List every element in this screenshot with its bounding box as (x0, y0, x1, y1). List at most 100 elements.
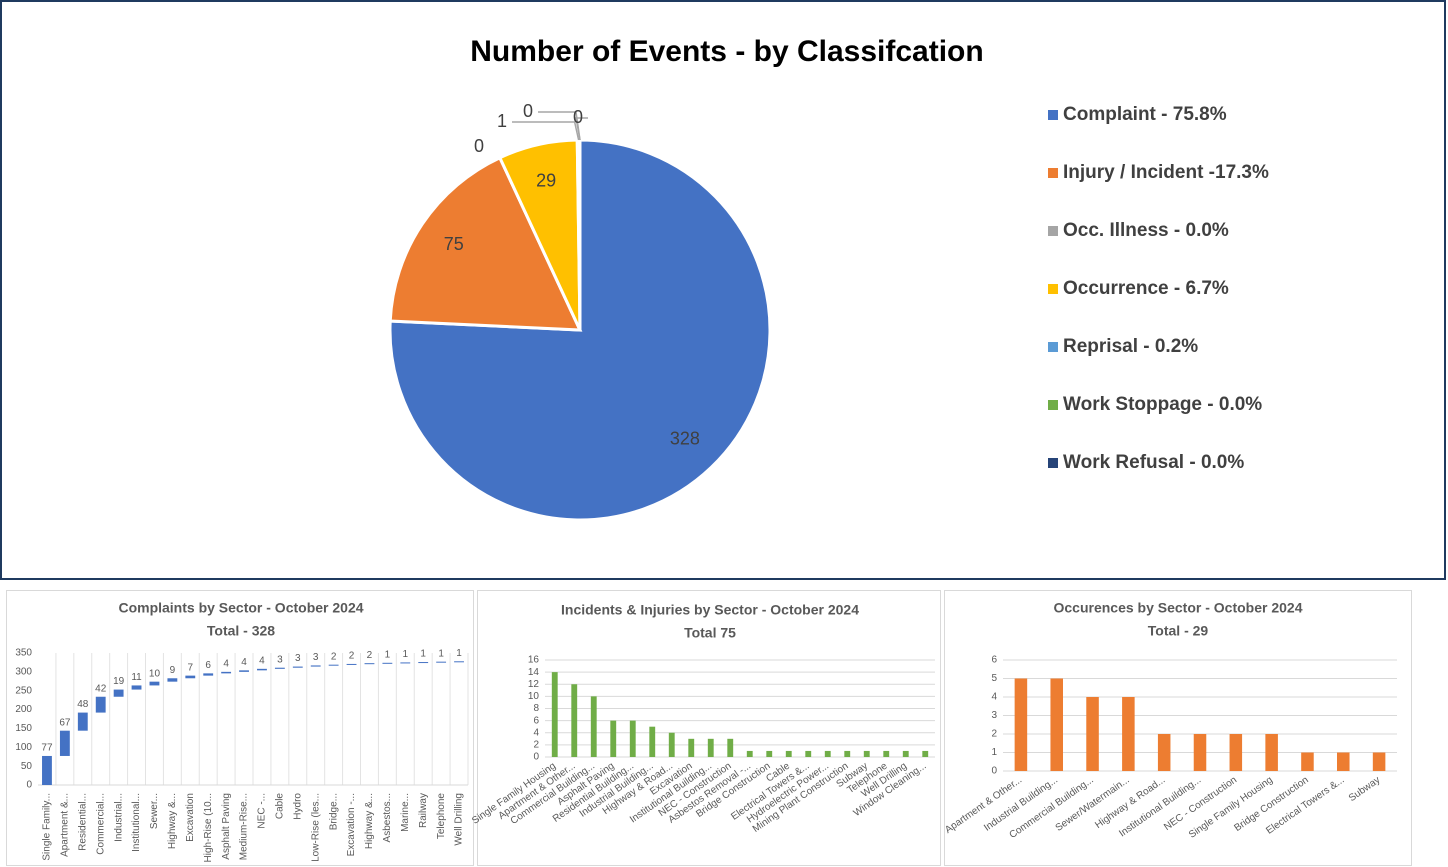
y-tick-label: 0 (26, 780, 32, 791)
chart-title: Complaints by Sector - October 2024 (118, 600, 363, 616)
bar (707, 738, 714, 757)
bar (239, 670, 249, 672)
chart-subtitle: Total - 328 (207, 623, 275, 639)
legend-swatch (1048, 110, 1058, 120)
chart-subtitle: Total - 29 (1148, 623, 1209, 639)
x-tick-label: Highway &... (167, 793, 178, 849)
data-label: 0 (523, 101, 533, 121)
bar (95, 696, 106, 713)
y-tick-label: 5 (991, 673, 997, 684)
legend-label: Work Refusal - 0.0% (1063, 452, 1244, 473)
bar (131, 685, 142, 690)
data-label: 328 (670, 429, 700, 449)
y-tick-label: 2 (533, 740, 539, 751)
bar (883, 750, 890, 757)
legend-label: Complaint - 75.8% (1063, 104, 1227, 125)
data-label: 10 (149, 668, 161, 679)
data-label: 48 (77, 699, 89, 710)
legend-label: Reprisal - 0.2% (1063, 336, 1198, 357)
y-tick-label: 300 (15, 666, 32, 677)
bar (1337, 752, 1350, 771)
bar (59, 730, 70, 756)
y-tick-label: 50 (21, 761, 33, 772)
legend-swatch (1048, 168, 1058, 178)
bar (922, 750, 929, 757)
y-tick-label: 3 (991, 710, 997, 721)
y-tick-label: 4 (991, 692, 997, 703)
x-tick-label: Apartment &... (60, 793, 71, 857)
bar (688, 738, 695, 757)
chart-title: Occurences by Sector - October 2024 (1054, 600, 1303, 616)
data-label: 11 (131, 672, 142, 683)
x-tick-label: Single Family... (42, 793, 53, 861)
x-tick-label: Bridge... (328, 793, 339, 830)
bar (77, 712, 88, 731)
legend-label: Occurrence - 6.7% (1063, 278, 1229, 299)
bar (418, 662, 429, 664)
x-tick-label: Asphalt Paving (221, 793, 232, 860)
bar (203, 673, 214, 676)
bar (766, 750, 773, 757)
data-label: 4 (223, 658, 229, 669)
x-tick-label: Cable (275, 793, 286, 820)
bar (1157, 734, 1171, 771)
data-label: 19 (113, 676, 125, 687)
bar (436, 661, 447, 663)
data-label: 0 (474, 136, 484, 156)
bar (746, 750, 753, 757)
x-tick-label: Excavation -... (346, 793, 357, 856)
bar (1265, 734, 1278, 771)
data-label: 1 (497, 111, 507, 131)
bar (863, 750, 870, 757)
chart-subtitle: Total 75 (684, 625, 736, 641)
legend-swatch (1048, 400, 1058, 410)
bar (292, 666, 303, 668)
x-tick-label: Excavation (185, 793, 196, 842)
data-label: 4 (241, 657, 247, 668)
y-tick-label: 6 (991, 655, 997, 666)
data-label: 1 (385, 649, 391, 660)
bar (113, 689, 124, 697)
y-tick-label: 12 (528, 679, 540, 690)
bar (310, 665, 321, 667)
data-label: 75 (444, 234, 464, 254)
y-tick-label: 8 (533, 703, 539, 714)
bar (844, 750, 851, 757)
bar (42, 755, 52, 785)
bar (1086, 697, 1099, 771)
bar (346, 663, 357, 665)
data-label: 6 (205, 660, 211, 671)
bar (571, 684, 578, 757)
bar (364, 663, 375, 665)
y-tick-label: 200 (15, 704, 32, 715)
chart-title: Incidents & Injuries by Sector - October… (561, 602, 859, 618)
bar (400, 662, 411, 664)
data-label: 7 (188, 662, 194, 673)
data-label: 2 (349, 651, 355, 662)
data-label: 3 (313, 652, 319, 663)
bar (257, 668, 267, 671)
y-tick-label: 10 (528, 691, 540, 702)
x-tick-label: Highway &... (364, 793, 375, 849)
x-tick-label: Telephone (436, 793, 447, 840)
leader-line (512, 121, 580, 141)
bar (274, 667, 285, 669)
x-tick-label: Well Drilling (454, 793, 465, 846)
bar (167, 678, 178, 682)
legend-label: Occ. Illness - 0.0% (1063, 220, 1229, 241)
leader-line (575, 117, 588, 141)
bar (328, 664, 339, 666)
data-label: 42 (95, 683, 107, 694)
legend-swatch (1048, 284, 1058, 294)
bar (902, 750, 909, 757)
x-tick-label: Sewer... (149, 793, 160, 829)
legend-swatch (1048, 342, 1058, 352)
bar (1229, 734, 1243, 771)
bar (551, 672, 558, 757)
bar (454, 661, 464, 663)
bar (824, 750, 831, 757)
data-label: 1 (403, 649, 409, 660)
x-tick-label: Industrial... (113, 793, 124, 842)
y-tick-label: 14 (528, 667, 540, 678)
